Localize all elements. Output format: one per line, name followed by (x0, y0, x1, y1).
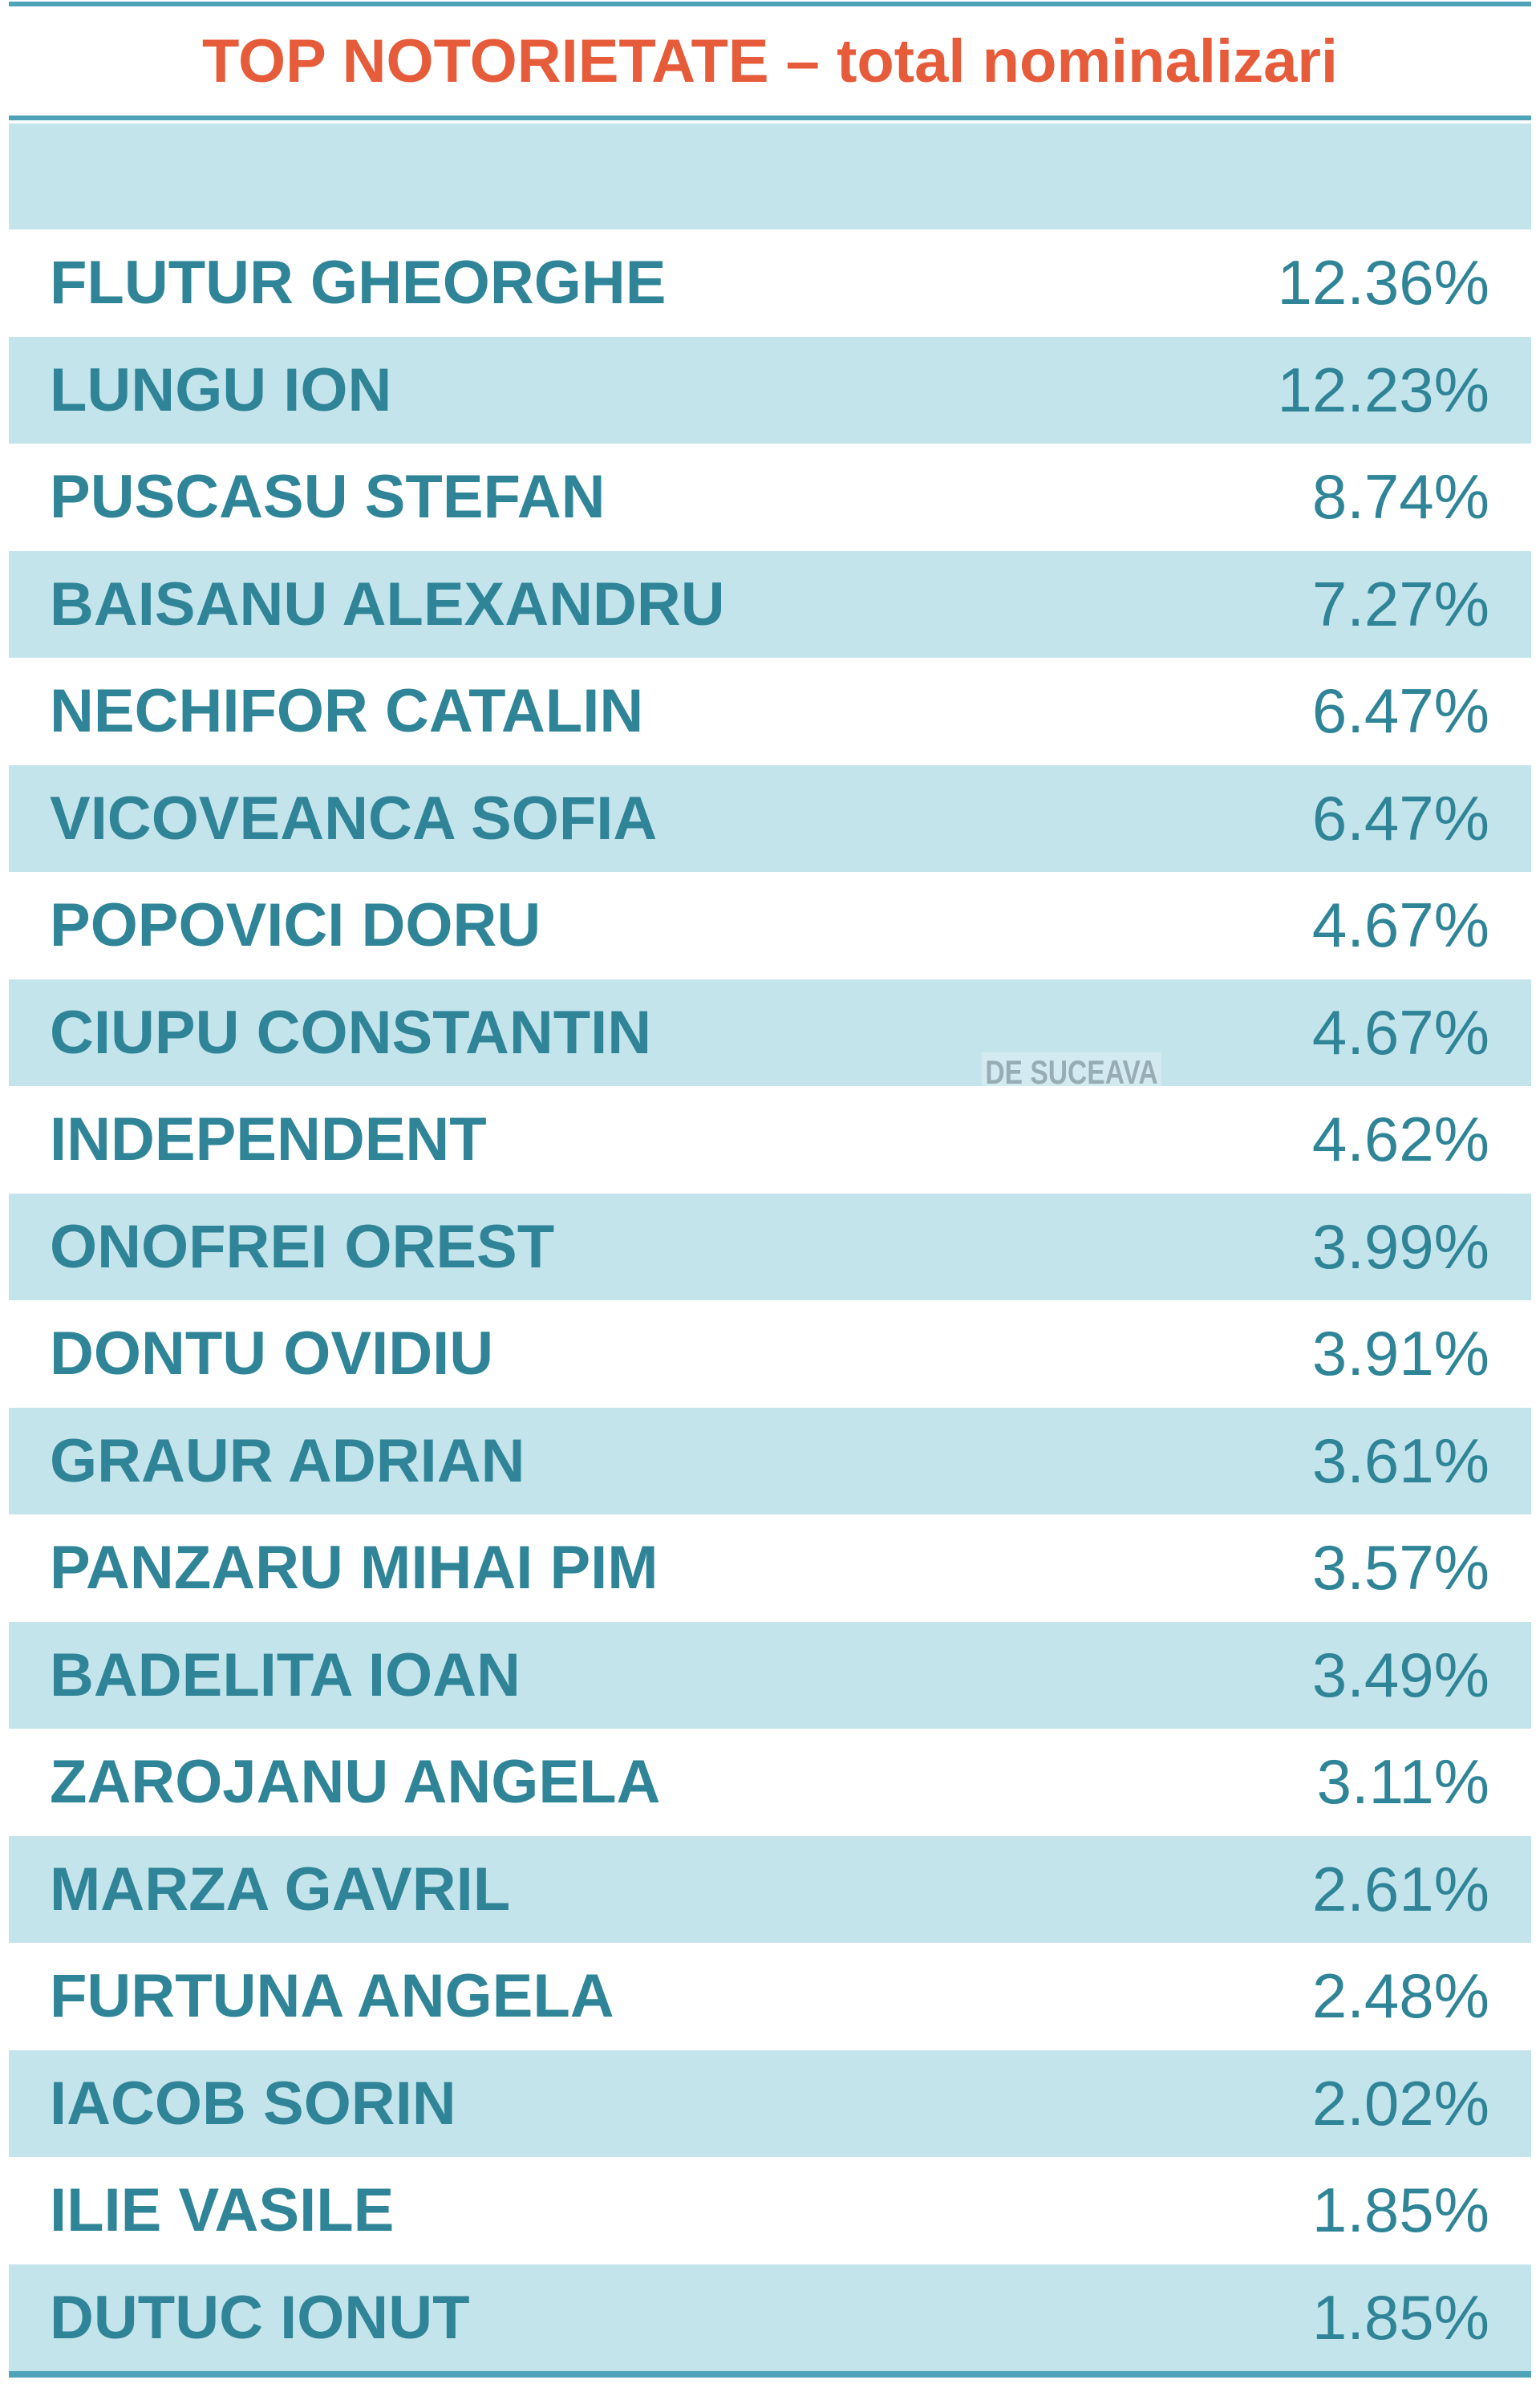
percentage-value: 2.61% (1311, 1854, 1489, 1924)
table-row: DUTUC IONUT 1.85% (9, 2264, 1531, 2371)
percentage-value: 3.61% (1311, 1425, 1489, 1496)
percentage-value: 1.85% (1311, 2175, 1489, 2245)
candidate-name: FURTUNA ANGELA (50, 1962, 614, 2030)
header-rule (9, 116, 1531, 120)
blank-header-band (9, 124, 1531, 229)
table-row: INDEPENDENT 4.62% (9, 1086, 1531, 1193)
table-row: ONOFREI OREST 3.99% (9, 1194, 1531, 1300)
candidate-name: ILIE VASILE (50, 2176, 395, 2244)
percentage-value: 4.67% (1311, 997, 1489, 1068)
percentage-value: 6.47% (1311, 675, 1489, 746)
top-rule (9, 2, 1531, 6)
table-row: PANZARU MIHAI PIM 3.57% (9, 1514, 1531, 1621)
percentage-value: 4.67% (1311, 890, 1489, 960)
bottom-rule (9, 2371, 1531, 2378)
candidate-name: FLUTUR GHEORGHE (50, 249, 667, 317)
candidate-name: PANZARU MIHAI PIM (50, 1534, 659, 1602)
percentage-value: 4.62% (1311, 1104, 1489, 1174)
candidate-name: GRAUR ADRIAN (50, 1427, 525, 1495)
watermark-text: DE SUCEAVA (982, 1052, 1161, 1093)
percentage-value: 12.36% (1277, 247, 1489, 318)
percentage-value: 7.27% (1311, 569, 1489, 639)
candidate-name: CIUPU CONSTANTIN (50, 999, 652, 1067)
table-row: FURTUNA ANGELA 2.48% (9, 1943, 1531, 2049)
table-row: DONTU OVIDIU 3.91% (9, 1300, 1531, 1407)
candidate-name: INDEPENDENT (50, 1105, 487, 1174)
candidate-name: POPOVICI DORU (50, 891, 541, 959)
percentage-value: 6.47% (1311, 783, 1489, 853)
percentage-value: 3.49% (1311, 1640, 1489, 1710)
percentage-value: 3.11% (1316, 1746, 1489, 1817)
table-row: BAISANU ALEXANDRU 7.27% (9, 551, 1531, 658)
candidate-name: DUTUC IONUT (50, 2284, 470, 2352)
candidate-name: ZAROJANU ANGELA (50, 1748, 661, 1816)
percentage-value: 12.23% (1277, 355, 1489, 425)
table-row: GRAUR ADRIAN 3.61% (9, 1408, 1531, 1514)
candidate-name: NECHIFOR CATALIN (50, 677, 644, 745)
table-row: LUNGU ION 12.23% (9, 337, 1531, 444)
candidate-name: BAISANU ALEXANDRU (50, 570, 725, 639)
table-row: ILIE VASILE 1.85% (9, 2157, 1531, 2264)
table-row: CIUPU CONSTANTIN 4.67% (9, 979, 1531, 1086)
candidate-name: MARZA GAVRIL (50, 1855, 511, 1924)
candidate-name: BADELITA IOAN (50, 1641, 521, 1709)
candidate-name: ONOFREI OREST (50, 1213, 555, 1281)
percentage-value: 3.91% (1311, 1318, 1489, 1389)
percentage-value: 2.48% (1311, 1960, 1489, 2031)
candidate-name: LUNGU ION (50, 356, 392, 424)
percentage-value: 3.99% (1311, 1211, 1489, 1282)
candidate-name: DONTU OVIDIU (50, 1320, 494, 1388)
table-row: ZAROJANU ANGELA 3.11% (9, 1729, 1531, 1835)
percentage-value: 3.57% (1311, 1532, 1489, 1603)
table-row: IACOB SORIN 2.02% (9, 2050, 1531, 2157)
table-row: PUSCASU STEFAN 8.74% (9, 444, 1531, 550)
table-row: VICOVEANCA SOFIA 6.47% (9, 765, 1531, 872)
percentage-value: 1.85% (1311, 2282, 1489, 2353)
candidate-name: IACOB SORIN (50, 2070, 456, 2138)
percentage-value: 8.74% (1311, 461, 1489, 532)
candidate-name: VICOVEANCA SOFIA (50, 784, 658, 853)
table-row: MARZA GAVRIL 2.61% (9, 1836, 1531, 1943)
candidate-name: PUSCASU STEFAN (50, 463, 606, 531)
table-row: BADELITA IOAN 3.49% (9, 1622, 1531, 1729)
notorietate-table: TOP NOTORIETATE – total nominalizari FLU… (9, 0, 1531, 2392)
table-row: FLUTUR GHEORGHE 12.36% (9, 229, 1531, 336)
percentage-value: 2.02% (1311, 2068, 1489, 2139)
table-row: NECHIFOR CATALIN 6.47% (9, 658, 1531, 764)
table-title: TOP NOTORIETATE – total nominalizari (201, 26, 1339, 95)
table-row: POPOVICI DORU 4.67% (9, 872, 1531, 979)
